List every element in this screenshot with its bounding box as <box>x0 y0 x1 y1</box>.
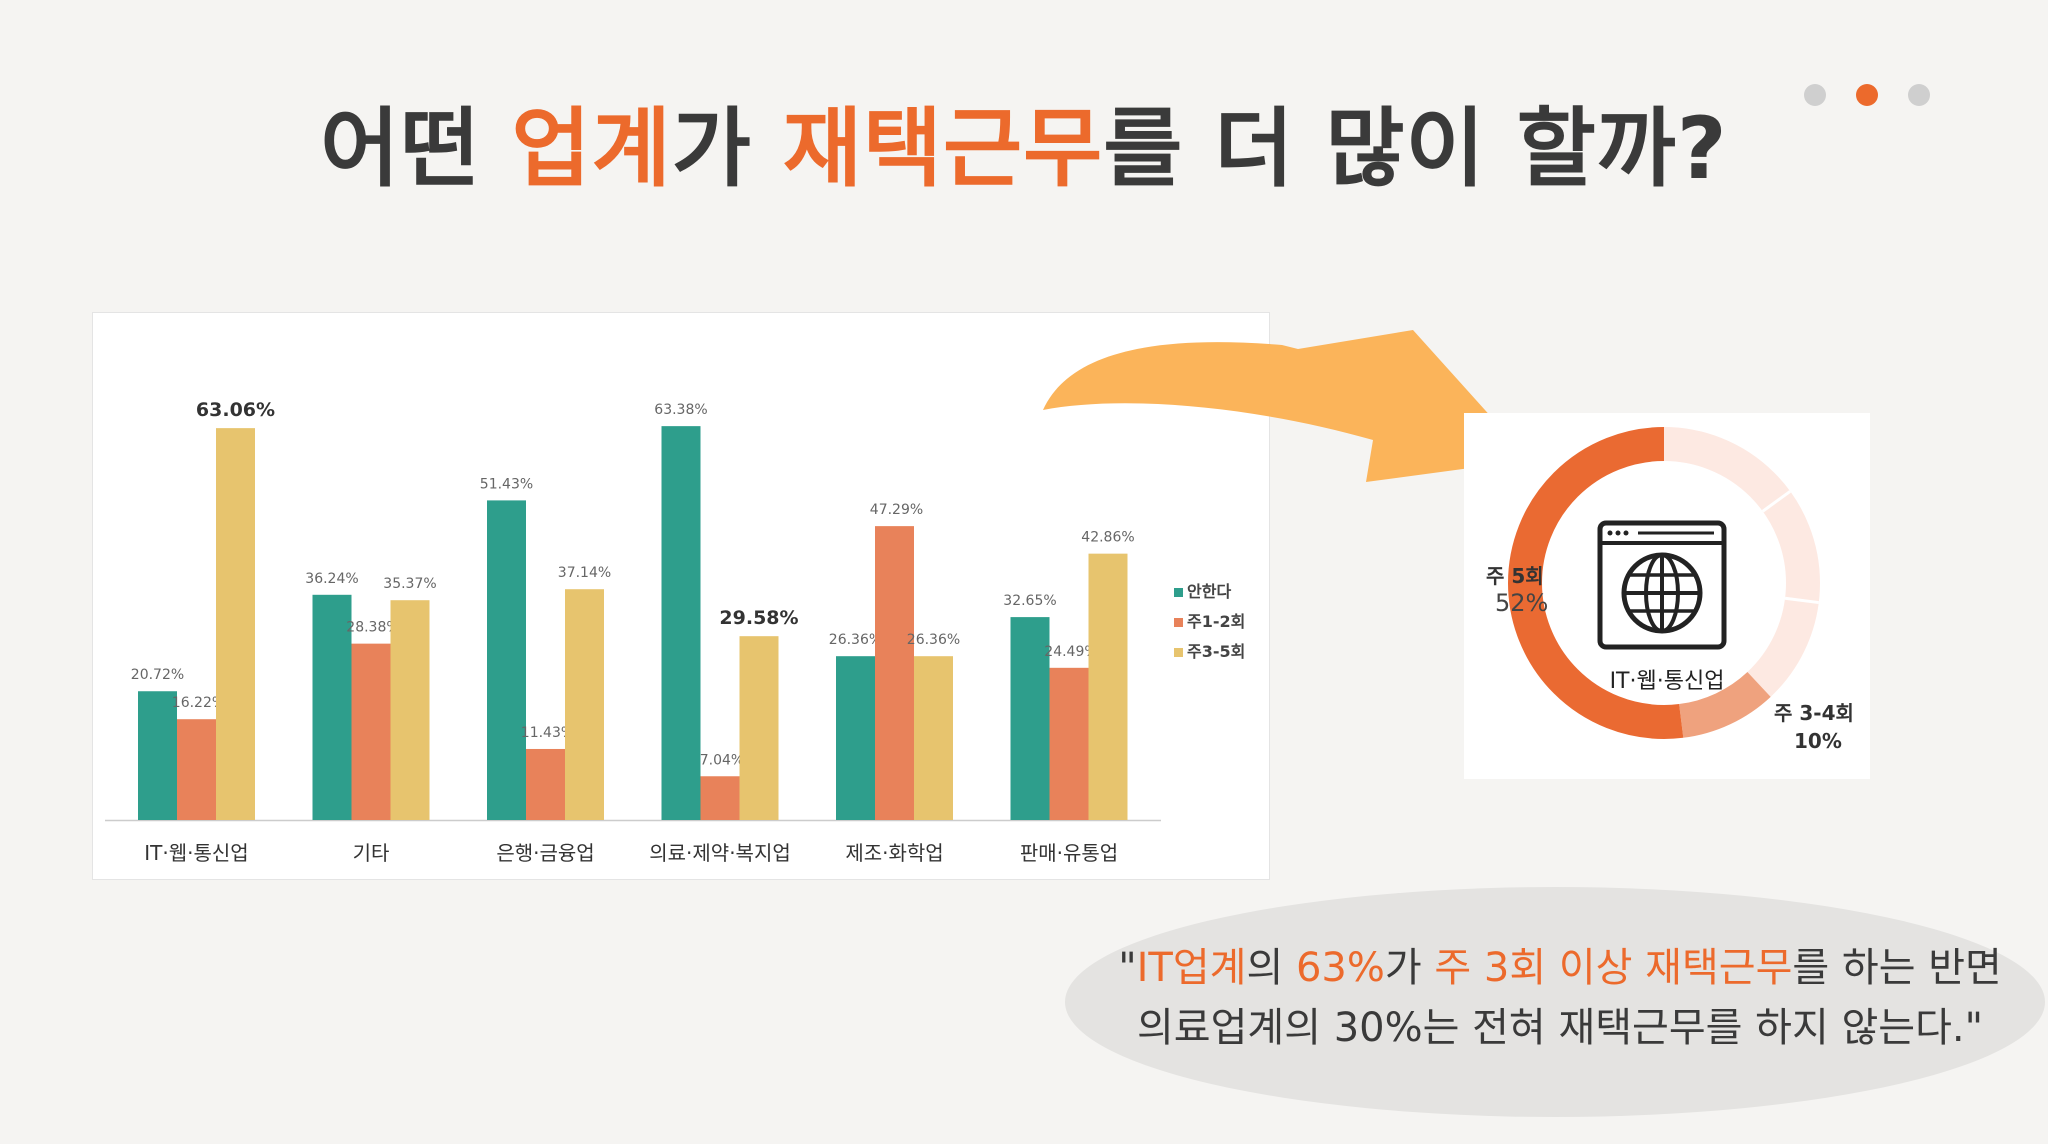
pagination-dot[interactable] <box>1908 84 1930 106</box>
bar <box>177 719 216 820</box>
title-part: 가 <box>671 99 783 199</box>
bar <box>1088 553 1128 820</box>
bar <box>390 600 430 820</box>
quote-highlight-percent: 63% <box>1295 945 1385 991</box>
web-globe-icon <box>1597 520 1727 650</box>
bar <box>351 643 391 820</box>
donut-slice-value-weekly34: 10% <box>1794 729 1842 753</box>
slide-title: 어떤 업계가 재택근무를 더 많이 할까? <box>0 78 2048 203</box>
donut-divider <box>1784 596 1819 605</box>
bar-value-label: 51.43% <box>480 476 533 492</box>
bar-value-label: 11.43% <box>521 725 574 741</box>
donut-center-label: IT·웹·통신업 <box>1609 669 1725 694</box>
bar <box>1010 617 1050 820</box>
bar-value-label: 47.29% <box>870 502 923 518</box>
bar-value-label: 16.22% <box>172 695 225 711</box>
pagination-dot-active[interactable] <box>1856 84 1878 106</box>
title-part: 어떤 <box>320 99 512 199</box>
bar-value-label: 7.04% <box>700 752 744 768</box>
legend-label: 안한다 <box>1187 582 1231 601</box>
quote-line-2: 의료업계의 30%는 전혀 재택근무를 하지 않는다." <box>1137 1005 1983 1051</box>
x-tick-label: 판매·유통업 <box>1020 841 1118 865</box>
x-tick-label: 기타 <box>353 841 390 865</box>
bar <box>739 636 779 820</box>
bar-value-label: 63.06% <box>196 399 275 421</box>
bar <box>875 526 914 820</box>
donut-chart-card: IT·웹·통신업 주 5회 52% 주 3-4회 10% <box>1464 413 1870 779</box>
bar <box>661 426 701 820</box>
browser-dot <box>1623 530 1629 536</box>
bar-chart: 20.72% 16.22% 63.06% IT·웹·통신업 36.24% 28.38% 35… <box>105 399 1245 865</box>
pagination-dot[interactable] <box>1804 84 1826 106</box>
bar-value-label: 36.24% <box>305 571 358 587</box>
legend-swatch <box>1174 588 1183 597</box>
donut-divider <box>1761 490 1792 513</box>
legend-swatch <box>1174 618 1183 627</box>
bar <box>312 594 352 820</box>
title-highlight-industry: 업계 <box>511 99 672 199</box>
quote-part: 의 <box>1246 945 1296 991</box>
bar-value-label: 37.14% <box>558 565 611 581</box>
title-part: 를 더 많이 할까? <box>1103 99 1728 199</box>
bar <box>700 776 740 820</box>
quote-highlight-it: IT업계 <box>1136 945 1247 991</box>
bar <box>565 589 604 820</box>
legend-swatch <box>1174 648 1183 657</box>
donut-slice-label-weekly34: 주 3-4회 <box>1774 701 1854 725</box>
bar-value-label: 26.36% <box>907 632 960 648</box>
legend-label: 주1-2회 <box>1187 612 1245 631</box>
x-tick-label: IT·웹·통신업 <box>144 841 248 865</box>
donut-label-text: 주 5회 <box>1486 564 1544 588</box>
browser-dot <box>1615 530 1621 536</box>
bar <box>836 656 875 820</box>
bar <box>1049 667 1089 820</box>
bar-value-label: 20.72% <box>131 667 184 683</box>
quote-part: 를 하는 반면 <box>1792 945 2002 991</box>
bar <box>526 748 565 820</box>
bar-value-label: 32.65% <box>1003 593 1056 609</box>
bar-value-label: 42.86% <box>1081 530 1134 546</box>
browser-dot <box>1607 530 1613 536</box>
donut-slice <box>1508 427 1820 739</box>
bar-value-label: 29.58% <box>719 607 798 629</box>
x-tick-label: 제조·화학업 <box>845 841 943 865</box>
bar <box>914 656 953 820</box>
slide-pagination <box>1804 84 1930 106</box>
bar <box>216 428 255 820</box>
bar-chart-card: 20.72% 16.22% 63.06% IT·웹·통신업 36.24% 28.38% 35… <box>93 313 1269 879</box>
quote-part: " <box>1118 945 1137 991</box>
bar-value-label: 63.38% <box>654 402 707 418</box>
x-tick-label: 은행·금융업 <box>496 841 594 865</box>
x-tick-label: 의료·제약·복지업 <box>649 841 791 865</box>
donut-chart <box>1508 427 1820 739</box>
quote-text: "IT업계의 63%가 주 3회 이상 재택근무를 하는 반면 의료업계의 30… <box>1080 938 2040 1058</box>
bar <box>487 500 526 820</box>
legend-label: 주3-5회 <box>1187 642 1245 661</box>
title-highlight-remote-work: 재택근무 <box>782 99 1104 199</box>
bar <box>138 691 177 820</box>
bar-value-label: 28.38% <box>346 620 399 636</box>
browser-frame <box>1597 520 1727 650</box>
donut-slice-value-weekly5: 52% <box>1495 589 1549 617</box>
bar-value-label: 24.49% <box>1044 644 1097 660</box>
quote-background <box>1065 887 2045 1117</box>
donut-slice-label-weekly5: 주 5회 <box>1486 560 1544 589</box>
quote-line-1: "IT업계의 63%가 주 3회 이상 재택근무를 하는 반면 <box>1080 938 2040 998</box>
bar-value-label: 35.37% <box>383 576 436 592</box>
bar-value-label: 26.36% <box>829 632 882 648</box>
quote-part: 가 <box>1384 945 1435 991</box>
quote-highlight-frequency: 주 3회 이상 재택근무 <box>1434 945 1793 991</box>
